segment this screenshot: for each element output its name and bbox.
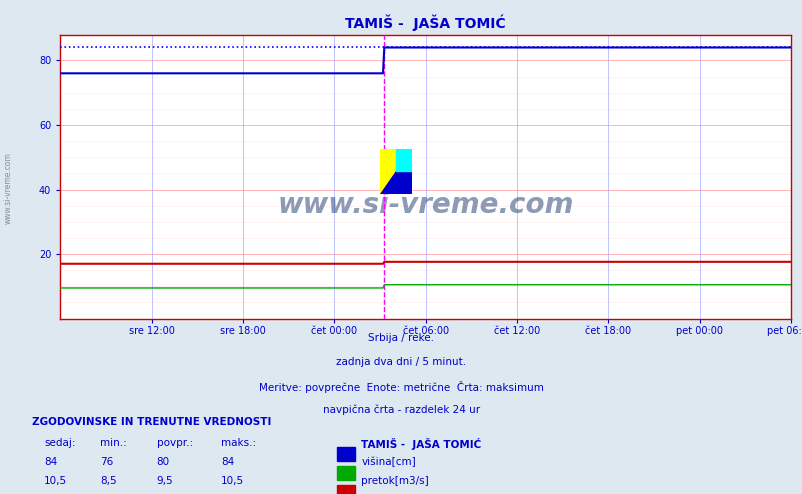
Text: navpična črta - razdelek 24 ur: navpična črta - razdelek 24 ur	[322, 405, 480, 415]
Text: 8,5: 8,5	[100, 476, 117, 486]
Text: TAMIŠ -  JAŠA TOMIĆ: TAMIŠ - JAŠA TOMIĆ	[361, 438, 481, 450]
Text: 84: 84	[221, 457, 234, 467]
Text: maks.:: maks.:	[221, 438, 256, 448]
Text: min.:: min.:	[100, 438, 127, 448]
Text: Meritve: povprečne  Enote: metrične  Črta: maksimum: Meritve: povprečne Enote: metrične Črta:…	[259, 381, 543, 393]
Text: višina[cm]: višina[cm]	[361, 457, 415, 467]
Polygon shape	[396, 149, 412, 171]
Text: Srbija / reke.: Srbija / reke.	[368, 333, 434, 343]
Text: zadnja dva dni / 5 minut.: zadnja dva dni / 5 minut.	[336, 357, 466, 367]
Text: 10,5: 10,5	[44, 476, 67, 486]
Text: pretok[m3/s]: pretok[m3/s]	[361, 476, 428, 486]
Text: povpr.:: povpr.:	[156, 438, 192, 448]
Text: ZGODOVINSKE IN TRENUTNE VREDNOSTI: ZGODOVINSKE IN TRENUTNE VREDNOSTI	[32, 417, 271, 427]
Text: 80: 80	[156, 457, 169, 467]
Text: 76: 76	[100, 457, 114, 467]
Polygon shape	[380, 171, 412, 194]
Text: www.si-vreme.com: www.si-vreme.com	[3, 152, 13, 224]
Polygon shape	[396, 149, 412, 171]
Text: sedaj:: sedaj:	[44, 438, 75, 448]
Text: 84: 84	[44, 457, 58, 467]
Text: 10,5: 10,5	[221, 476, 244, 486]
Text: 9,5: 9,5	[156, 476, 173, 486]
Text: www.si-vreme.com: www.si-vreme.com	[277, 191, 573, 219]
Title: TAMIŠ -  JAŠA TOMIĆ: TAMIŠ - JAŠA TOMIĆ	[345, 14, 505, 31]
